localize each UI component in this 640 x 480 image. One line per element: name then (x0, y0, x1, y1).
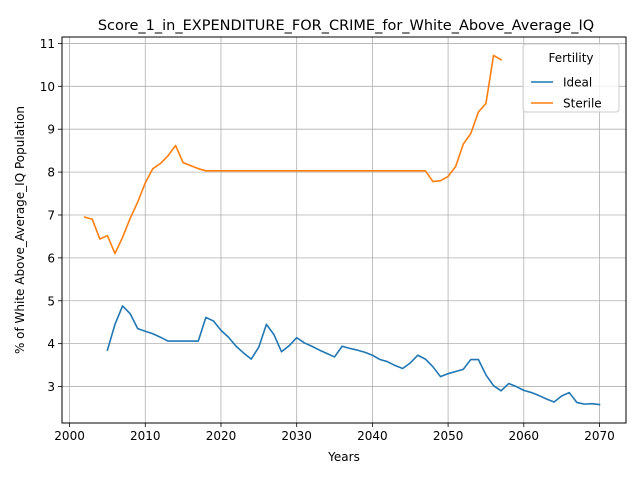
y-tick-label: 3 (47, 380, 55, 394)
x-tick-label: 2040 (357, 429, 388, 443)
x-tick-label: 2000 (54, 429, 85, 443)
x-tick-label: 2060 (509, 429, 540, 443)
series-line-sterile (83, 54, 503, 255)
series-lines (83, 54, 601, 406)
y-tick-label: 8 (47, 166, 55, 180)
legend: Fertility Ideal Sterile (522, 43, 620, 113)
y-tick-label: 5 (47, 294, 55, 308)
y-tick-label: 11 (40, 37, 55, 51)
x-tick-label: 2050 (433, 429, 464, 443)
chart-title: Score_1_in_EXPENDITURE_FOR_CRIME_for_Whi… (98, 18, 594, 34)
legend-items: Ideal Sterile (531, 76, 602, 111)
y-axis-label: % of White Above_Average_IQ Population (13, 106, 27, 354)
axis-ticks: 2000 2010 2020 2030 2040 2050 2060 2070 3 4 5 6 7 8 9 1… (40, 37, 615, 443)
x-tick-label: 2010 (130, 429, 161, 443)
x-axis-label: Years (327, 450, 360, 464)
x-tick-label: 2070 (584, 429, 615, 443)
legend-box (522, 43, 620, 113)
y-tick-label: 6 (47, 251, 55, 265)
plot-frame (61, 36, 627, 424)
y-tick-label: 9 (47, 123, 55, 137)
y-tick-label: 4 (47, 337, 55, 351)
x-tick-label: 2020 (206, 429, 237, 443)
grid (62, 37, 626, 423)
legend-label-sterile: Sterile (563, 97, 602, 111)
legend-label-ideal: Ideal (563, 76, 592, 90)
y-tick-label: 10 (40, 80, 55, 94)
series-line-ideal (106, 305, 601, 406)
y-tick-label: 7 (47, 208, 55, 222)
legend-title: Fertility (548, 51, 593, 65)
x-tick-label: 2030 (281, 429, 312, 443)
